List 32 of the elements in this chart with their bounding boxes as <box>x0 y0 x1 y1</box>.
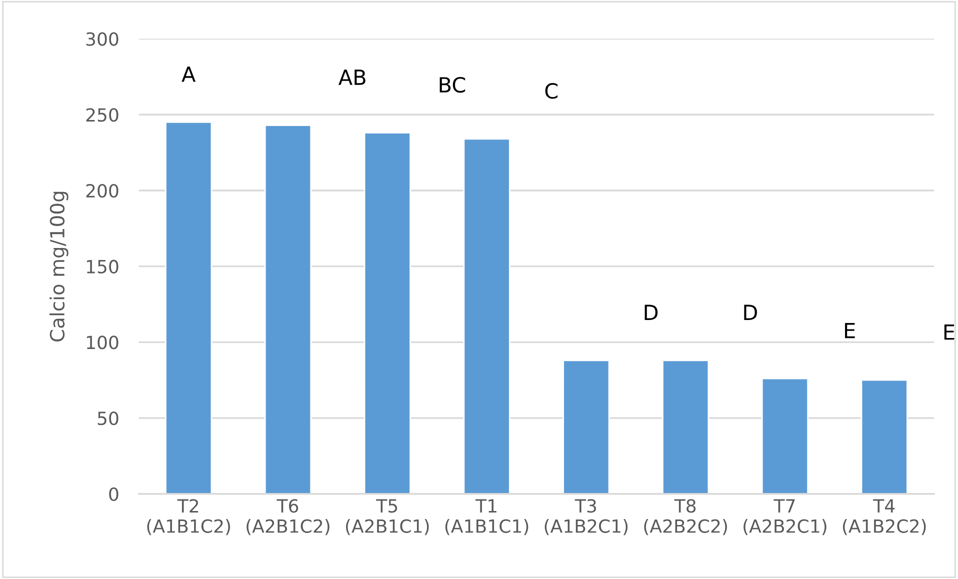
y-tick-label: 300 <box>86 32 118 46</box>
bar <box>364 132 411 494</box>
bar <box>463 138 510 494</box>
bar <box>165 122 212 494</box>
bar <box>761 378 809 494</box>
annotation: D <box>744 304 757 320</box>
x-tick-label: T5 (A2B1C1) <box>346 499 429 536</box>
x-tick-label: T8 (A2B2C2) <box>644 499 727 536</box>
bar <box>662 360 710 494</box>
x-tick-label: T2 (A1B1C2) <box>147 499 230 536</box>
x-tick-label: T7 (A2B2C1) <box>744 499 826 536</box>
annotation: E <box>845 322 855 338</box>
bar <box>562 360 610 494</box>
annotation: AB <box>338 70 366 85</box>
y-tick-label: 50 <box>98 411 118 426</box>
x-tick-label: T4 (A1B2C2) <box>842 499 926 536</box>
x-tick-label: T3 (A1B2C1) <box>544 499 628 536</box>
annotation: D <box>644 304 658 320</box>
x-tick-label: T1 (A1B1C1) <box>445 499 528 536</box>
annotation: A <box>182 66 196 82</box>
y-tick-label: 200 <box>86 184 118 198</box>
y-tick-label: 150 <box>86 260 118 274</box>
bar <box>860 379 908 494</box>
y-tick-label: 100 <box>86 336 118 350</box>
y-tick-label: 250 <box>86 108 118 122</box>
x-tick-label: T6 (A2B1C2) <box>246 499 330 536</box>
text: E <box>944 324 954 340</box>
bar <box>264 124 312 494</box>
y-tick-label: 0 <box>109 487 118 502</box>
annotation: BC <box>440 76 466 93</box>
y-axis-title: Calcio mg/100g <box>50 192 68 342</box>
annotation: C <box>545 83 558 99</box>
